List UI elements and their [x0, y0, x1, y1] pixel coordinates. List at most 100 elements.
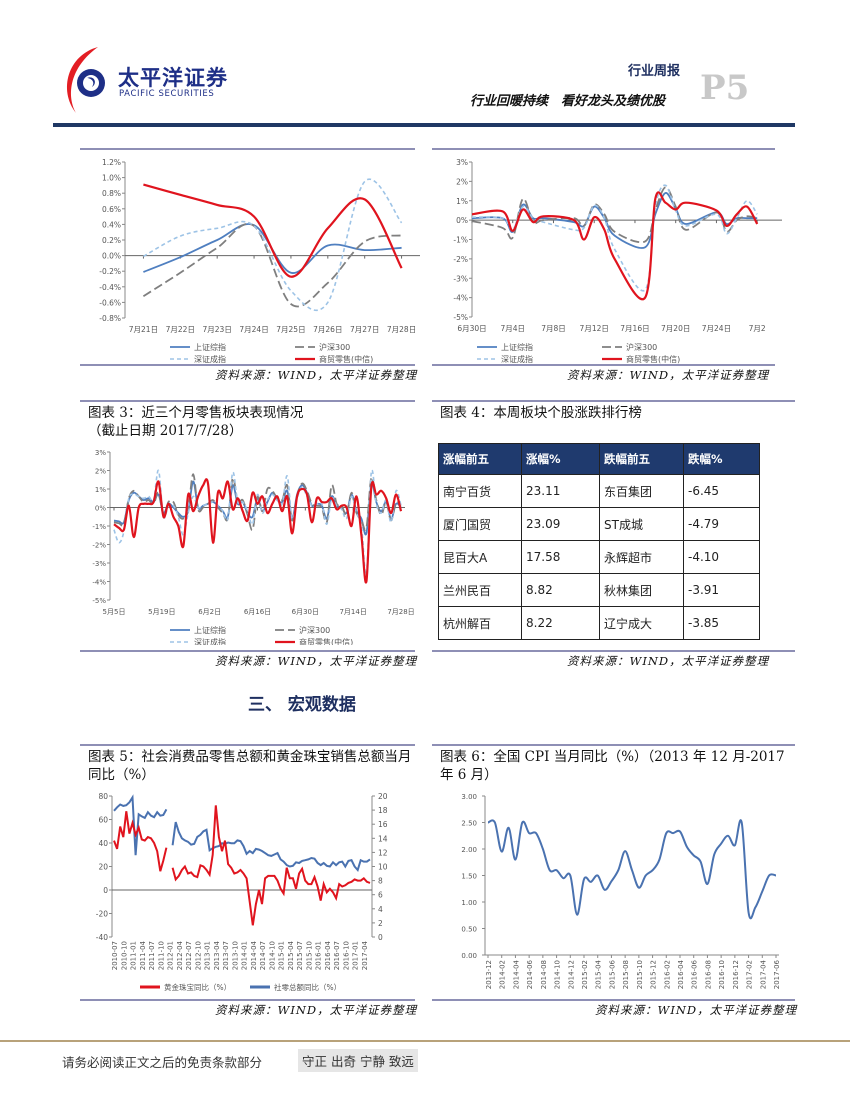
- loser-name: 秋林集团: [599, 573, 684, 607]
- legend-label-hs300: 沪深300: [299, 625, 330, 635]
- retail-sector-line: [113, 478, 403, 584]
- x-tick-label: 7月21日: [129, 325, 158, 334]
- y-tick-label: 2%: [456, 177, 468, 186]
- brand-name-cn: 太平洋证券: [118, 66, 228, 90]
- x-tick-label: 2017-06: [773, 959, 781, 989]
- x-tick-label: 2016-07: [333, 941, 341, 970]
- gold-jewelry-yoy-line: [113, 811, 168, 872]
- x-tick-label: 2017-01: [352, 941, 360, 970]
- x-tick-label: 2014-02: [499, 960, 507, 989]
- legend-label-sz: 深证成指: [194, 637, 226, 645]
- right-y-tick-label: 2: [378, 919, 383, 928]
- legend-label: 黄金珠宝同比（%）: [164, 982, 231, 992]
- chart2-bottom-rule: [432, 364, 775, 366]
- gainer-name: 厦门国贸: [438, 507, 522, 541]
- x-tick-label: 6月30日: [457, 324, 486, 333]
- gainer-pct: 17.58: [521, 540, 600, 574]
- y-tick-label: 0: [103, 886, 108, 895]
- header-gain-pct: 涨幅%: [521, 443, 600, 475]
- chart6-title: 图表 6：全国 CPI 当月同比（%）（2013 年 12 月-2017 年 6…: [440, 749, 785, 783]
- footer-motto: 守正 出奇 宁静 致远: [298, 1049, 418, 1072]
- right-y-tick-label: 16: [378, 820, 388, 829]
- loser-name: 永辉超市: [599, 540, 684, 574]
- right-y-tick-label: 20: [378, 792, 388, 801]
- csi300-line: [471, 186, 758, 244]
- x-tick-label: 2016-02: [663, 960, 671, 989]
- x-tick-label: 7月2: [749, 324, 766, 333]
- y-tick-label: 1%: [456, 197, 468, 206]
- x-tick-label: 7月25日: [276, 325, 305, 334]
- x-tick-label: 7月14日: [339, 608, 366, 616]
- y-tick-label: 0.0%: [102, 252, 121, 261]
- loser-pct: -3.91: [683, 573, 760, 607]
- x-tick-label: 2016-04: [677, 959, 685, 989]
- right-y-tick-label: 12: [378, 848, 388, 857]
- header-top-gainers: 涨幅前五: [438, 443, 522, 475]
- chart5-title: 图表 5：社会消费品零售总额和黄金珠宝销售总额当月同比（%）: [88, 749, 412, 783]
- x-tick-label: 7月22日: [166, 325, 195, 334]
- brand-name-en: PACIFIC SECURITIES: [119, 89, 215, 99]
- x-tick-label: 2016-01: [315, 941, 323, 970]
- chart3-top-rule: [80, 400, 415, 402]
- table-row: 南宁百货 23.11 东百集团 -6.45: [438, 474, 760, 508]
- x-tick-label: 2017-04: [759, 959, 767, 989]
- y-tick-label: 20: [98, 863, 108, 872]
- retail-sales-yoy-line: [113, 794, 168, 856]
- x-tick-label: 2011-10: [157, 941, 165, 970]
- x-tick-label: 2014-01: [241, 941, 249, 970]
- table-row: 杭州解百 8.22 辽宁成大 -3.85: [438, 606, 760, 640]
- x-tick-label: 7月24日: [239, 325, 268, 334]
- y-tick-label: -40: [96, 933, 108, 942]
- y-tick-label: 2%: [95, 468, 106, 476]
- y-tick-label: 1%: [95, 486, 106, 494]
- gainer-pct: 23.11: [521, 474, 600, 508]
- right-y-tick-label: 0: [378, 933, 383, 942]
- logo-mark-icon: [67, 47, 105, 113]
- chart5-top-rule: [80, 744, 415, 746]
- x-tick-label: 2015-12: [650, 960, 658, 989]
- csi300-line: [142, 223, 402, 308]
- y-tick-label: 1.0%: [102, 174, 121, 183]
- y-tick-label: 0.8%: [102, 189, 121, 198]
- retail-sales-yoy-line: [171, 821, 371, 872]
- page-number: P5: [700, 68, 750, 108]
- gainer-pct: 23.09: [521, 507, 600, 541]
- x-tick-label: 2015-07: [296, 941, 304, 970]
- chart1-retail-vs-index-daily: 1.2% 1.0% 0.8% 0.6% 0.4% 0.2% 0.0% -0.2% -0.4% -0…: [99, 158, 420, 364]
- y-tick-label: -1%: [453, 236, 468, 245]
- shenzhen-component-line: [471, 184, 758, 292]
- x-tick-label: 2016-08: [704, 960, 712, 989]
- header-rule: [53, 123, 795, 127]
- y-tick-label: 60: [98, 816, 108, 825]
- chart2-retail-vs-index-month: 3% 2% 1% 0% -1% -2% -3% -4% -5% 6月30日 7月4日 7月8日 7月12…: [453, 158, 782, 364]
- x-tick-label: 7月26日: [313, 325, 342, 334]
- y-tick-label: -5%: [92, 597, 106, 605]
- x-tick-label: 6月16日: [244, 608, 271, 616]
- y-tick-label: 0.00: [461, 952, 477, 960]
- x-tick-label: 2012-10: [194, 941, 202, 970]
- loser-name: ST成城: [599, 507, 684, 541]
- x-tick-label: 2012-07: [185, 941, 193, 970]
- legend-label-retail: 商贸零售(中信): [319, 354, 373, 364]
- y-tick-label: -5%: [453, 313, 468, 322]
- footer-rule: [0, 1040, 850, 1042]
- y-tick-label: 1.2%: [102, 158, 121, 167]
- header-loss-pct: 跌幅%: [683, 443, 760, 475]
- y-tick-label: 0.2%: [102, 236, 121, 245]
- chart5-source: 资料来源：WIND，太平洋证券整理: [215, 1003, 418, 1017]
- x-tick-label: 2016-12: [732, 960, 740, 989]
- table-row: 昆百大A 17.58 永辉超市 -4.10: [438, 540, 760, 574]
- company-logo: 太平洋证券 PACIFIC SECURITIES: [58, 45, 228, 115]
- y-tick-label: -0.8%: [99, 314, 121, 323]
- table4-source: 资料来源：WIND，太平洋证券整理: [567, 654, 770, 668]
- y-tick-label: 1.50: [461, 873, 477, 881]
- table-row: 兰州民百 8.82 秋林集团 -3.91: [438, 573, 760, 607]
- right-y-tick-label: 6: [378, 891, 383, 900]
- y-tick-label: -0.6%: [99, 298, 121, 307]
- x-tick-label: 2014-08: [540, 960, 548, 989]
- x-tick-label: 2016-06: [691, 959, 699, 989]
- x-tick-label: 2010-10: [120, 941, 128, 970]
- y-tick-label: 80: [98, 792, 108, 801]
- gainer-name: 昆百大A: [438, 540, 522, 574]
- x-tick-label: 2017-02: [746, 960, 754, 989]
